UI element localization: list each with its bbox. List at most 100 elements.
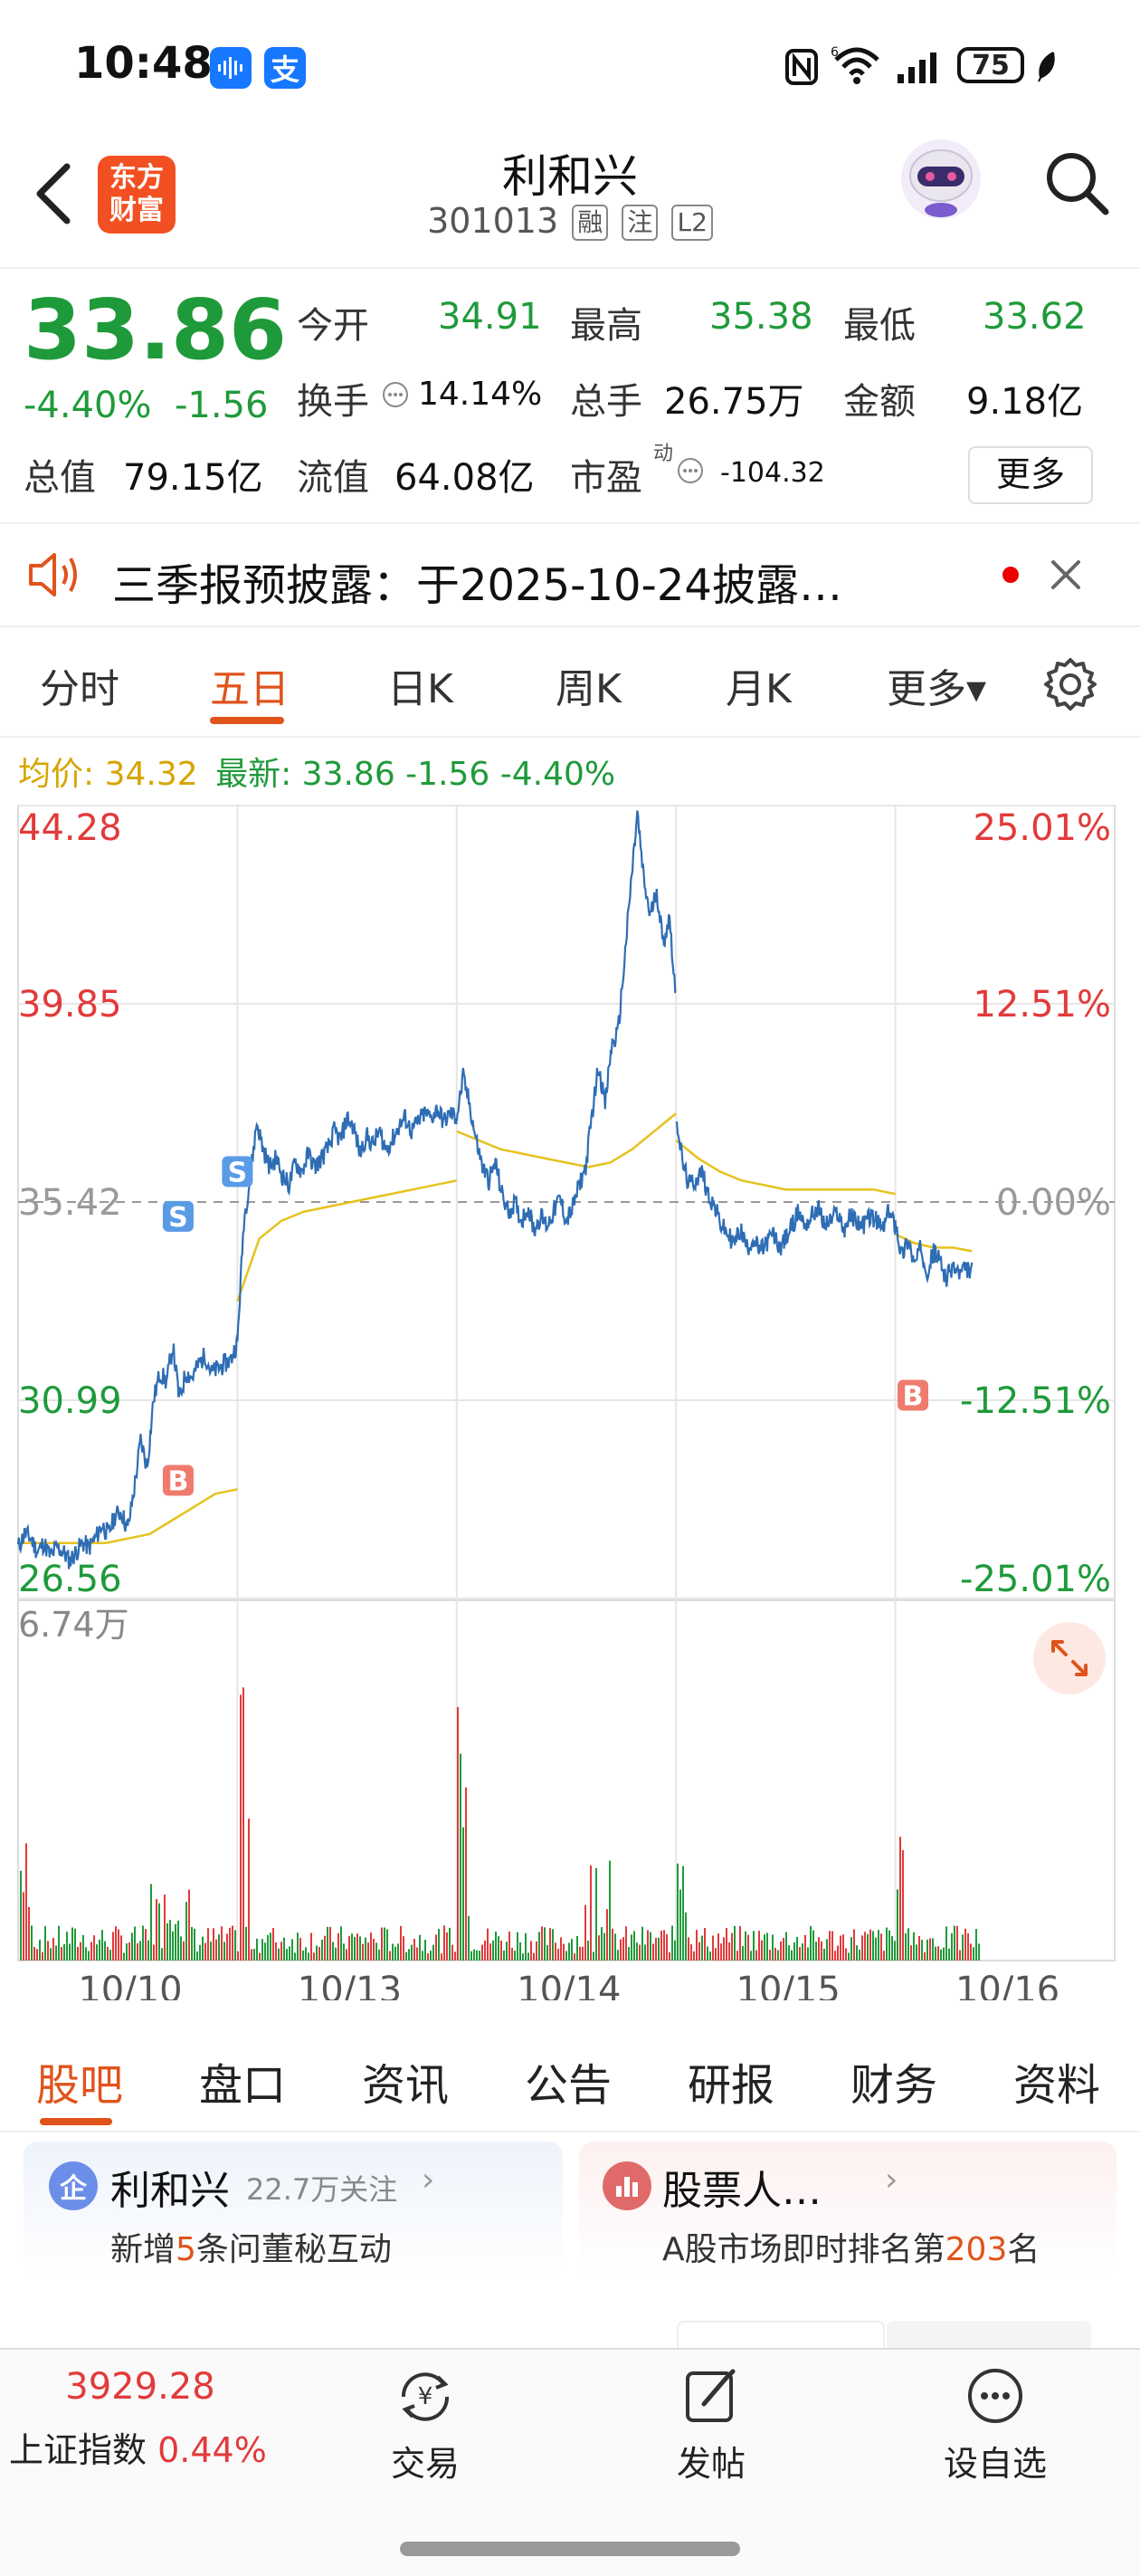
volume-bar xyxy=(677,1863,679,1961)
volume-bar xyxy=(902,1850,904,1961)
volume-bar xyxy=(593,1951,594,1961)
notice-bar[interactable]: 三季报预披露：于2025-10-24披露… xyxy=(0,524,1140,627)
y-tick-right: -25.01% xyxy=(960,1559,1111,1600)
chart-svg[interactable]: S B S B 44.28 39.85 35.42 30.99 26.56 25.01% 12.51… xyxy=(0,787,1140,2011)
volume-bar xyxy=(641,1926,643,1961)
content-tabs: 股吧 盘口 资讯 公告 研报 财务 资料 xyxy=(0,2022,1140,2132)
volume-bar xyxy=(875,1937,877,1961)
volume-bar xyxy=(77,1946,79,1961)
change-percent: -4.40% xyxy=(24,385,152,426)
volume-bar xyxy=(400,1925,402,1961)
volume-bar xyxy=(799,1947,801,1961)
level2-tag: L2 xyxy=(671,205,713,241)
eastmoney-logo[interactable]: 东方 财富 xyxy=(98,156,176,234)
back-arrow-icon[interactable] xyxy=(27,157,81,230)
volume-bar xyxy=(951,1932,953,1961)
volume-bar xyxy=(726,1928,727,1961)
volume-bar xyxy=(739,1925,741,1961)
post-label: 发帖 xyxy=(676,2444,746,2484)
tab-five-day[interactable]: 五日 xyxy=(210,666,290,712)
volume-bar xyxy=(899,1837,901,1961)
volume-bar xyxy=(563,1943,565,1961)
volume-bar xyxy=(335,1947,337,1961)
volume-bar xyxy=(253,1949,255,1961)
more-quote-button[interactable]: 更多 xyxy=(968,446,1093,504)
expand-icon[interactable] xyxy=(1031,1620,1107,1696)
volume-bar xyxy=(788,1945,790,1961)
current-price: 33.86 xyxy=(24,281,288,378)
unread-dot xyxy=(1002,567,1019,583)
high-value: 35.38 xyxy=(709,296,813,338)
change-amount: -1.56 xyxy=(174,385,269,426)
index-value[interactable]: 3929.28 xyxy=(65,2366,215,2408)
volume-bar xyxy=(69,1943,71,1961)
marker-label: S xyxy=(168,1202,188,1234)
info-dots-icon[interactable] xyxy=(382,381,409,408)
ranking-card[interactable]: 股票人… › A股市场即时排名第203名 xyxy=(579,2142,1116,2277)
volume-bar xyxy=(180,1936,182,1961)
volume-bar xyxy=(223,1942,225,1961)
tab-forum[interactable]: 股吧 xyxy=(36,2060,124,2111)
volume-bar xyxy=(954,1925,955,1961)
index-ticker[interactable]: 上证指数 0.44% xyxy=(9,2422,267,2472)
tab-monthly-k[interactable]: 月K xyxy=(726,666,792,712)
tab-intraday[interactable]: 分时 xyxy=(40,666,119,712)
close-icon[interactable] xyxy=(1048,557,1084,593)
post-button[interactable]: 发帖 xyxy=(621,2364,802,2485)
volume-bar xyxy=(313,1952,315,1961)
volume-bar xyxy=(696,1930,698,1961)
trade-button[interactable]: ¥ 交易 xyxy=(335,2364,516,2485)
volume-bar xyxy=(71,1927,73,1961)
volume-bar xyxy=(517,1932,518,1961)
tab-profile[interactable]: 资料 xyxy=(1013,2060,1101,2111)
volume-bar xyxy=(272,1928,274,1961)
volume-bar xyxy=(375,1942,377,1961)
search-icon[interactable] xyxy=(1040,147,1113,219)
buy-marker xyxy=(897,1379,928,1411)
volume-bar xyxy=(324,1935,326,1961)
add-watchlist-button[interactable]: 设自选 xyxy=(905,2364,1086,2485)
volume-bar xyxy=(568,1942,570,1961)
settings-gear-icon[interactable] xyxy=(1042,656,1098,712)
ranking-sub-num: 203 xyxy=(945,2231,1008,2268)
y-tick-right: 0.00% xyxy=(996,1182,1111,1224)
five-day-chart[interactable]: S B S B 44.28 39.85 35.42 30.99 26.56 25.01% 12.51… xyxy=(0,787,1140,2011)
home-indicator[interactable] xyxy=(400,2542,740,2556)
volume-bar xyxy=(530,1941,532,1961)
volume-bar xyxy=(321,1939,323,1961)
volume-bar xyxy=(23,1892,24,1961)
notice-text: 三季报预披露：于2025-10-24披露… xyxy=(112,560,842,611)
volume-bar xyxy=(405,1951,407,1961)
tab-research[interactable]: 研报 xyxy=(688,2060,775,2111)
volume-bar xyxy=(883,1951,885,1961)
volume-bar xyxy=(956,1925,958,1961)
volume-bar xyxy=(891,1935,893,1961)
tab-financials[interactable]: 财务 xyxy=(850,2060,938,2111)
info-dots-icon[interactable] xyxy=(677,457,704,484)
tab-order-book[interactable]: 盘口 xyxy=(199,2060,287,2111)
company-card[interactable]: 企 利和兴 22.7万关注 › 新增5条问董秘互动 xyxy=(24,2142,563,2277)
volume-bar xyxy=(316,1945,318,1961)
volume-bar xyxy=(218,1934,220,1961)
tab-news[interactable]: 资讯 xyxy=(362,2060,450,2111)
volume-bar xyxy=(44,1926,46,1961)
tab-weekly-k[interactable]: 周K xyxy=(556,666,622,712)
tab-more[interactable]: 更多▾ xyxy=(887,666,987,712)
ai-robot-icon[interactable] xyxy=(898,136,984,223)
volume-bar xyxy=(867,1933,869,1961)
y-tick-right: 25.01% xyxy=(973,807,1111,849)
volume-bar xyxy=(123,1952,125,1961)
volume-bar xyxy=(394,1946,396,1961)
volume-bar xyxy=(359,1936,361,1961)
y-tick-left: 30.99 xyxy=(18,1380,122,1422)
volume-bar xyxy=(104,1941,106,1961)
volume-bar xyxy=(495,1931,497,1961)
volume-bar xyxy=(766,1932,768,1961)
volume-bar xyxy=(663,1930,665,1961)
tab-announcements[interactable]: 公告 xyxy=(525,2060,613,2111)
x-tick-label: 10/15 xyxy=(736,1970,841,2000)
y-tick-right: 12.51% xyxy=(973,984,1111,1026)
tab-daily-k[interactable]: 日K xyxy=(387,666,453,712)
volume-bar xyxy=(886,1927,888,1961)
volume-bar xyxy=(565,1951,567,1961)
